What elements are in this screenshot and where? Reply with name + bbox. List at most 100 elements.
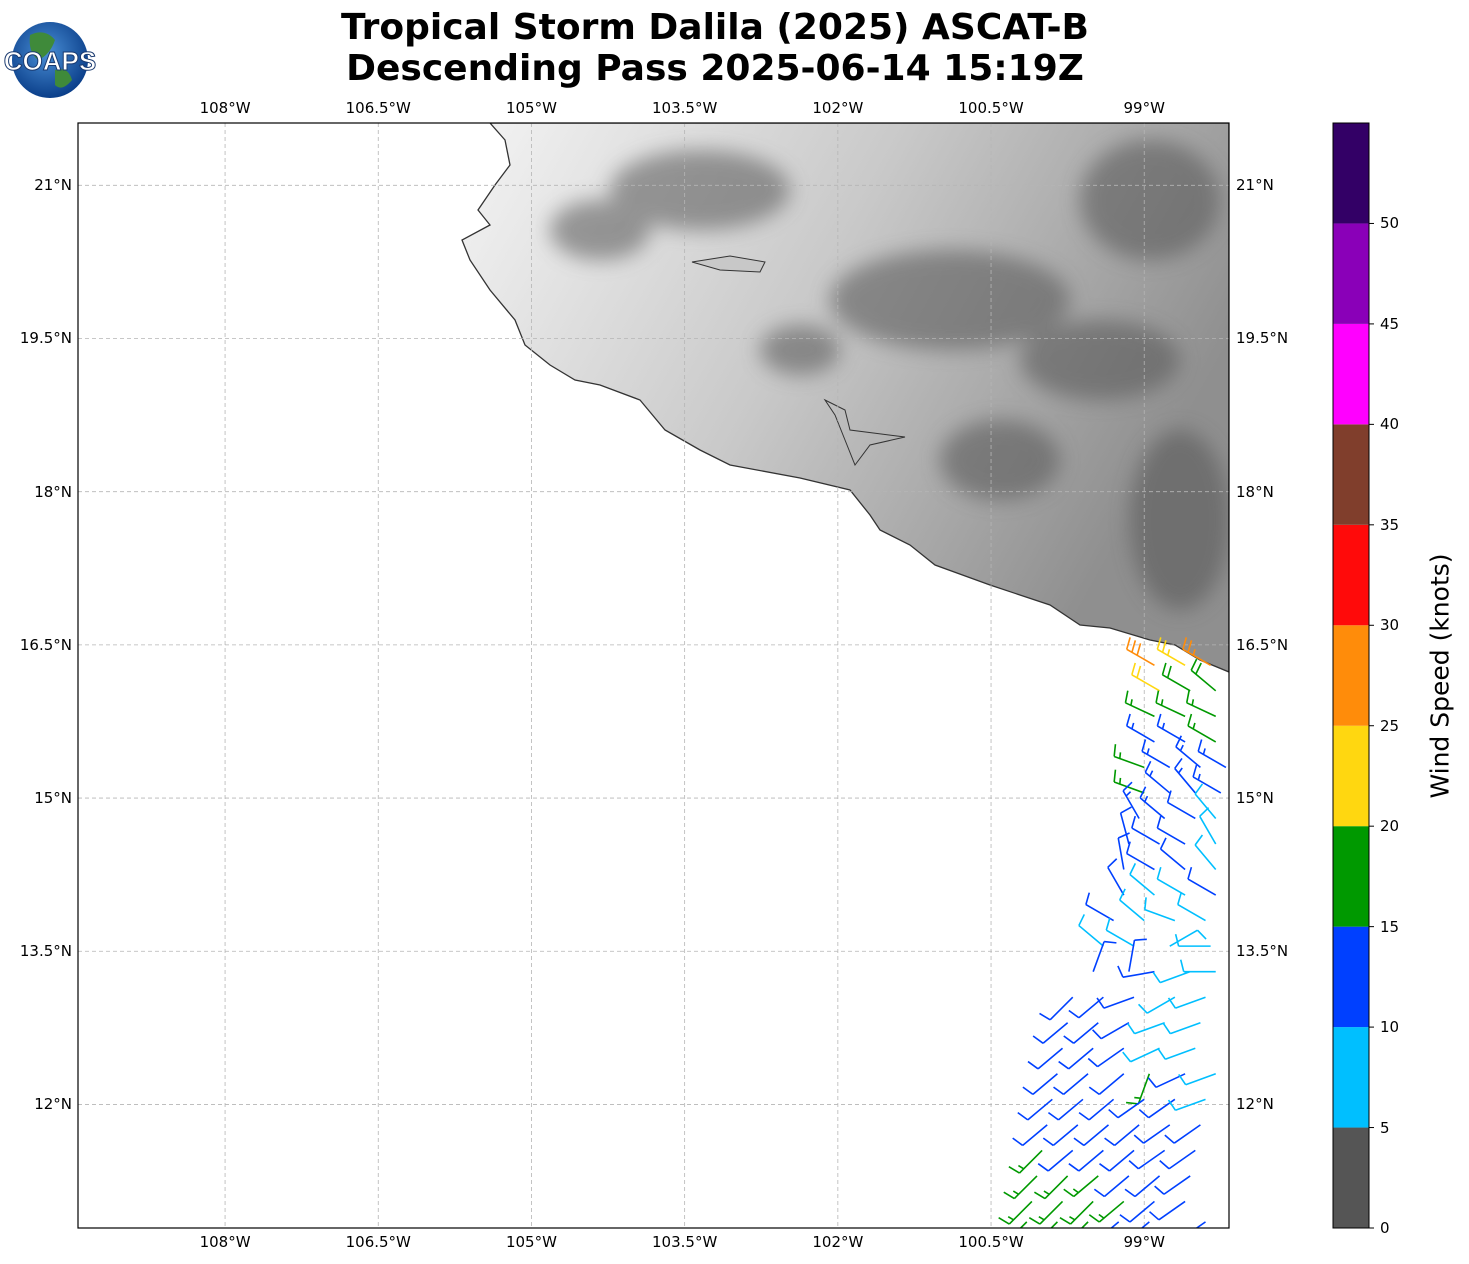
wind-barb xyxy=(1159,1149,1196,1170)
wind-barb xyxy=(1162,1021,1201,1035)
barb-full xyxy=(1161,640,1167,653)
barb-staff xyxy=(1039,1200,1064,1225)
barb-full xyxy=(1073,1137,1085,1147)
colorbar-tick-label: 10 xyxy=(1380,1018,1400,1037)
barb-full xyxy=(1141,739,1147,752)
barb-full xyxy=(1192,764,1198,778)
barb-full xyxy=(1137,1003,1148,1014)
barb-full xyxy=(1179,959,1185,972)
wind-barb xyxy=(1131,662,1160,692)
barb-full xyxy=(1104,940,1117,944)
barb-full xyxy=(1042,1137,1054,1147)
barb-full xyxy=(1047,1111,1059,1121)
barb-half xyxy=(1134,1096,1141,1100)
barb-full xyxy=(1105,918,1111,931)
barb-full xyxy=(1156,866,1162,880)
lat-tick-left: 16.5°N xyxy=(19,635,72,654)
title-line-2: Descending Pass 2025-06-14 15:19Z xyxy=(346,48,1084,89)
barb-full xyxy=(1017,1111,1029,1121)
wind-barb xyxy=(1122,781,1140,819)
lat-tick-left: 19.5°N xyxy=(19,329,72,348)
barb-full xyxy=(1022,1086,1034,1096)
wind-barb xyxy=(1037,1149,1074,1172)
barb-staff xyxy=(1134,1021,1165,1035)
wind-barb xyxy=(1144,897,1176,922)
wind-barb xyxy=(1073,1124,1110,1147)
barb-staff xyxy=(1126,725,1155,743)
wind-barb xyxy=(1195,1221,1206,1228)
lon-tick-bottom: 102°W xyxy=(812,1233,864,1251)
barb-full xyxy=(1108,1108,1119,1119)
colorbar-bin xyxy=(1333,1027,1369,1128)
barb-staff xyxy=(1113,755,1145,769)
lake-chapala xyxy=(691,255,766,273)
wind-barb xyxy=(1139,786,1166,820)
barb-staff xyxy=(1057,1098,1084,1121)
barb-full xyxy=(1175,735,1183,748)
barb-half xyxy=(1192,649,1196,656)
barb-staff xyxy=(1098,1200,1125,1223)
wind-barb xyxy=(1047,1098,1084,1121)
barb-full xyxy=(1113,744,1117,757)
wind-barb xyxy=(1140,1221,1150,1228)
wind-barb xyxy=(1053,1073,1089,1096)
wind-barb xyxy=(1022,1073,1058,1096)
colorbar-bin xyxy=(1333,826,1369,927)
wind-barb xyxy=(1033,1175,1069,1200)
barb-staff xyxy=(1169,929,1198,947)
barb-staff xyxy=(1156,878,1186,896)
wind-barb xyxy=(1008,1149,1043,1174)
wind-barb xyxy=(1178,1073,1216,1086)
barb-full xyxy=(1032,1035,1044,1044)
barb-staff xyxy=(1052,1124,1079,1147)
barb-full xyxy=(1129,863,1137,875)
barb-staff xyxy=(1122,790,1140,819)
barb-staff xyxy=(1129,1200,1155,1223)
wind-barb xyxy=(1192,764,1222,794)
barb-staff xyxy=(1187,878,1217,896)
barb-full xyxy=(1068,1163,1080,1172)
wind-barb xyxy=(1127,1021,1165,1035)
barb-half xyxy=(1144,795,1149,803)
wind-barb xyxy=(1042,1124,1079,1147)
barb-half xyxy=(1149,770,1154,777)
lat-tick-right: 18°N xyxy=(1236,482,1274,501)
barb-full xyxy=(1028,1217,1041,1225)
lat-tick-left: 13.5°N xyxy=(19,942,72,961)
coaps-logo: COAPS xyxy=(3,22,97,98)
lat-tick-right: 19.5°N xyxy=(1236,329,1289,348)
wind-barb xyxy=(1078,914,1104,947)
barb-staff xyxy=(1078,924,1104,947)
barb-full xyxy=(1085,892,1091,905)
barb-full xyxy=(1126,1101,1139,1105)
graticule xyxy=(78,123,1229,1228)
barb-staff xyxy=(1092,941,1105,972)
barb-staff xyxy=(1085,903,1114,922)
wind-barb xyxy=(1187,866,1217,896)
wind-barb xyxy=(1087,1047,1125,1068)
wind-barb xyxy=(1063,1175,1099,1198)
barb-staff xyxy=(1113,781,1145,794)
wind-barb xyxy=(1117,965,1155,979)
lat-tick-left: 15°N xyxy=(34,789,72,808)
barb-staff xyxy=(1190,669,1217,692)
barb-full xyxy=(1118,888,1126,901)
wind-barb xyxy=(1154,1175,1191,1195)
barb-full xyxy=(1139,786,1147,799)
barb-full xyxy=(1124,690,1129,703)
barb-staff xyxy=(1177,903,1206,922)
barb-half xyxy=(1125,791,1132,797)
wind-barb xyxy=(1155,690,1186,718)
wind-barb xyxy=(1124,1175,1161,1198)
barb-full xyxy=(1157,1048,1166,1060)
wind-barb xyxy=(1059,1200,1094,1225)
barb-staff xyxy=(1137,1149,1166,1170)
wind-barb xyxy=(1099,1149,1135,1172)
barb-staff xyxy=(1083,1124,1110,1147)
barb-staff xyxy=(1100,1022,1130,1040)
barb-staff xyxy=(1131,674,1160,692)
barb-staff xyxy=(1140,1221,1150,1228)
barb-full xyxy=(1131,815,1137,829)
